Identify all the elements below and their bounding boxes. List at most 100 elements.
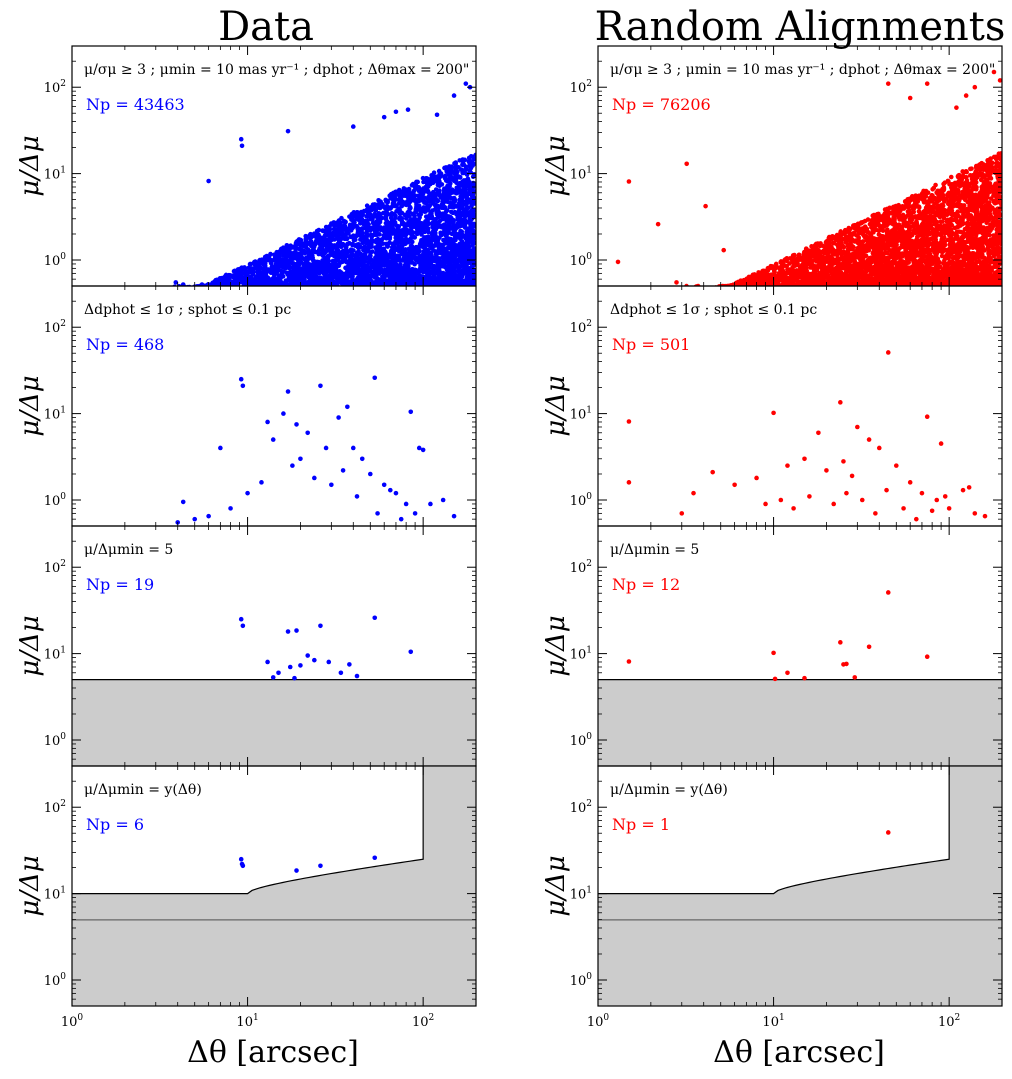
data-panel-1-point: [357, 276, 363, 282]
data-panel-1-point: [451, 238, 456, 244]
data-panel-1-point: [424, 224, 429, 230]
data-panel-1-point: [446, 169, 451, 175]
data-panel-1-point: [459, 229, 465, 234]
data-panel-1-point: [337, 252, 343, 257]
data-panel-1-point: [403, 229, 408, 235]
data-panel-1-point: [355, 232, 360, 237]
data-panel-1-point: [355, 210, 360, 215]
data-panel-1-point: [429, 246, 434, 251]
data-panel-1-point: [278, 264, 284, 269]
data-panel-4-point: [294, 868, 299, 873]
data-panel-1-point: [432, 222, 438, 228]
data-panel-1-point: [388, 196, 393, 201]
data-panel-1-point: [374, 270, 379, 275]
data-panel-1-point: [371, 259, 377, 265]
data-panel-1-point: [360, 259, 365, 265]
random-panel-1-point: [706, 294, 711, 299]
data-panel-1-point: [282, 282, 287, 286]
data-panel-1-point: [315, 276, 321, 282]
data-panel-1-point: [304, 258, 309, 264]
data-panel-1-point: [444, 256, 450, 261]
data-panel-1-point: [403, 222, 409, 228]
data-panel-1-point: [298, 266, 304, 271]
data-panel-1-point: [217, 281, 223, 286]
data-panel-1-point: [307, 233, 312, 238]
data-panel-1-point: [361, 247, 366, 253]
data-panel-1-point: [295, 270, 301, 276]
data-panel-1-point: [453, 170, 458, 175]
data-panel-1-point: [256, 266, 261, 271]
data-panel-3-point: [294, 628, 299, 633]
data-panel-1-point: [465, 241, 470, 246]
data-panel-3-y-tick-label: 101: [44, 646, 66, 663]
data-panel-1-y-tick-label: 102: [44, 79, 66, 96]
data-panel-1-point: [322, 274, 328, 280]
data-panel-1-point: [192, 287, 197, 292]
data-panel-1-point: [306, 254, 311, 259]
data-panel-1-point: [324, 258, 329, 264]
data-panel-1-point: [390, 201, 396, 206]
data-panel-1-point: [457, 197, 462, 203]
data-panel-1-point: [392, 258, 398, 264]
data-panel-1-point: [445, 274, 451, 280]
data-panel-4-point: [240, 863, 246, 869]
data-panel-1-point: [347, 262, 353, 267]
data-panel-1-point: [251, 269, 257, 275]
data-panel-1-point: [442, 238, 448, 243]
data-panel-1-point: [342, 219, 348, 225]
data-panel-1-point: [177, 291, 182, 296]
data-panel-1-point: [376, 225, 382, 231]
data-panel-1-point: [353, 256, 358, 261]
data-panel-1-point: [299, 272, 305, 278]
data-panel-1-point: [434, 251, 440, 257]
data-panel-1-point: [432, 237, 438, 242]
data-panel-1-point: [463, 232, 469, 238]
data-panel-1-point: [160, 294, 165, 299]
random-column-title: Random Alignments: [595, 4, 1006, 50]
data-panel-1-point: [449, 164, 454, 170]
data-panel-1-point: [415, 276, 421, 282]
data-panel-1-point: [459, 242, 465, 247]
data-panel-3-y-axis-label: μ/Δμ: [15, 615, 45, 676]
random-panel-1-plot-area: [615, 69, 1002, 299]
data-panel-1-outlier-point: [434, 112, 440, 118]
data-panel-1-point: [295, 262, 300, 268]
data-panel-1-point: [413, 209, 418, 215]
data-panel-1-point: [423, 176, 429, 181]
data-panel-1-point: [336, 241, 342, 246]
data-panel-1-point: [399, 228, 404, 233]
data-panel-1-point: [311, 258, 316, 263]
data-panel-2-point: [375, 511, 380, 516]
data-panel-1-point: [455, 217, 461, 223]
data-panel-1-point: [394, 203, 399, 208]
data-panel-1-point: [332, 253, 338, 258]
data-panel-3-point: [408, 649, 414, 655]
data-panel-1-point: [464, 245, 469, 250]
data-panel-1-point: [406, 192, 412, 197]
data-panel-1-point: [320, 258, 325, 263]
data-panel-1-point: [451, 202, 456, 207]
data-panel-1-point: [374, 263, 380, 269]
data-panel-3-plot-area: [72, 615, 476, 766]
data-panel-1-point: [463, 267, 469, 273]
data-panel-1-point: [459, 279, 465, 285]
data-panel-1-point: [279, 271, 285, 276]
data-panel-1-point: [342, 236, 348, 242]
data-panel-1-point: [383, 197, 388, 203]
data-panel-1-point: [407, 259, 413, 264]
data-panel-1-point: [384, 208, 390, 214]
data-panel-1-point: [455, 251, 461, 256]
data-panel-1-point: [344, 278, 350, 284]
data-panel-1-point: [436, 244, 441, 250]
data-panel-1-point: [423, 262, 429, 268]
data-panel-1-point: [353, 243, 358, 249]
data-panel-3-point: [240, 623, 246, 629]
data-panel-3-point: [298, 663, 303, 668]
data-panel-1-point: [246, 265, 252, 271]
data-panel-4-annotation: μ/Δμmin = y(Δθ): [84, 782, 202, 798]
data-panel-1-point: [438, 171, 444, 176]
data-panel-1-point: [351, 266, 356, 271]
data-panel-1-point: [392, 264, 398, 270]
data-panel-1-point: [183, 291, 188, 296]
